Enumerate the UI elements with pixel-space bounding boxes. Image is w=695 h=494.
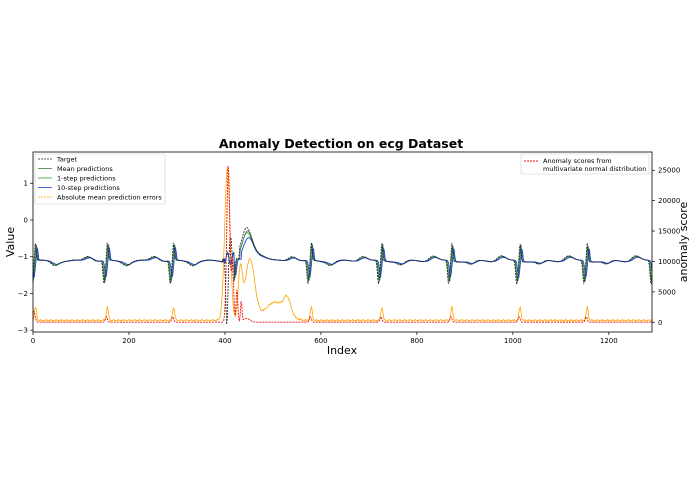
y-tick-label: −2: [18, 290, 28, 298]
legend-label-10step: 10-step predictions: [57, 184, 120, 192]
series-target: [32, 227, 653, 325]
series-anomaly-scores: [32, 165, 653, 323]
y2-tick-label: 15000: [658, 228, 680, 236]
y-ticks: −3 −2 −1 0 1: [18, 180, 33, 335]
legend-left-box: [34, 153, 166, 205]
x-tick-label: 800: [410, 337, 423, 345]
series-absolute-mean-prediction-errors: [32, 167, 653, 323]
y2-ticks: 0 5000 10000 15000 20000 25000: [652, 167, 680, 327]
y2-axis-label: anomaly score: [677, 202, 690, 283]
series-mean-predictions: [32, 230, 653, 284]
legend-left: Target Mean predictions 1-step predictio…: [34, 153, 166, 205]
chart-title: Anomaly Detection on ecg Dataset: [219, 136, 463, 151]
y2-tick-label: 20000: [658, 197, 680, 205]
y-tick-label: 0: [24, 216, 28, 224]
x-tick-label: 200: [122, 337, 135, 345]
y2-tick-label: 0: [658, 319, 662, 327]
y-tick-label: 1: [24, 180, 28, 188]
legend-label-anomaly-2: multivariate normal distribution: [543, 165, 646, 173]
x-tick-label: 600: [314, 337, 327, 345]
legend-label-error: Absolute mean prediction errors: [57, 194, 162, 202]
y2-tick-label: 5000: [658, 288, 676, 296]
x-tick-label: 1000: [504, 337, 522, 345]
y2-tick-label: 25000: [658, 167, 680, 175]
legend-label-mean: Mean predictions: [57, 165, 113, 173]
legend-right: Anomaly scores from multivariate normal …: [520, 153, 650, 175]
y-axis-label: Value: [4, 227, 17, 257]
x-tick-label: 1200: [600, 337, 618, 345]
y2-tick-label: 10000: [658, 258, 680, 266]
legend-label-1step: 1-step predictions: [57, 175, 116, 183]
legend-label-target: Target: [56, 156, 78, 164]
y-tick-label: −1: [18, 253, 28, 261]
legend-label-anomaly-1: Anomaly scores from: [543, 157, 612, 165]
y-tick-label: −3: [18, 327, 28, 335]
x-ticks: 0 200 400 600 800 1000 1200: [31, 332, 618, 345]
series-10-step-predictions: [32, 237, 653, 280]
series-1-step-predictions: [32, 232, 653, 283]
x-axis-label: Index: [327, 344, 358, 357]
x-tick-label: 0: [31, 337, 35, 345]
x-tick-label: 400: [218, 337, 231, 345]
series-layer: [32, 165, 653, 325]
plot-frame: [32, 151, 653, 333]
legend-right-box: [520, 153, 650, 175]
